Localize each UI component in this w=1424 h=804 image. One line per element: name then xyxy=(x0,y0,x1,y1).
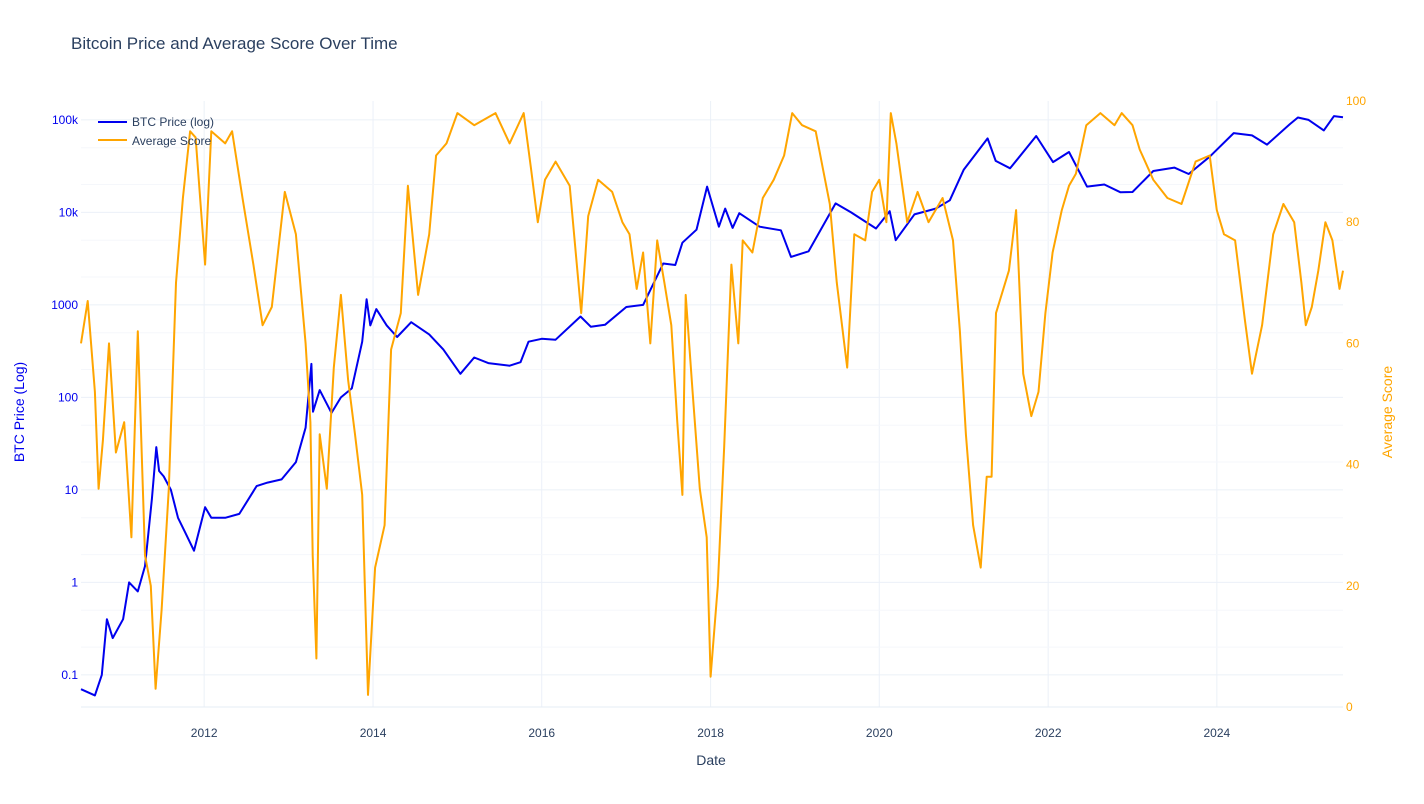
x-axis-title: Date xyxy=(696,752,726,768)
y-right-tick-label: 40 xyxy=(1346,458,1360,472)
x-tick-label: 2014 xyxy=(360,726,387,740)
y-right-tick-label: 100 xyxy=(1346,94,1366,108)
chart-title: Bitcoin Price and Average Score Over Tim… xyxy=(71,34,398,53)
series-line-btc-price xyxy=(80,115,1344,697)
x-tick-label: 2016 xyxy=(528,726,555,740)
y-left-tick-label: 100 xyxy=(58,390,78,404)
x-tick-label: 2020 xyxy=(866,726,893,740)
y-right-tick-label: 20 xyxy=(1346,579,1360,593)
y-left-tick-label: 1000 xyxy=(51,298,78,312)
legend[interactable]: BTC Price (log) Average Score xyxy=(98,115,214,148)
legend-label-btc: BTC Price (log) xyxy=(132,115,214,129)
y-left-tick-label: 100k xyxy=(52,113,79,127)
y-left-tick-label: 10 xyxy=(65,483,79,497)
series-layer xyxy=(80,112,1344,697)
y-right-tick-label: 60 xyxy=(1346,336,1360,350)
y-right-axis-title: Average Score xyxy=(1379,366,1395,459)
x-tick-label: 2012 xyxy=(191,726,218,740)
x-tick-label: 2024 xyxy=(1203,726,1230,740)
gridlines xyxy=(81,101,1343,708)
tick-labels: 2012 2014 2016 2018 2020 2022 2024 0.1 1 10 100 100… xyxy=(51,94,1366,740)
x-tick-label: 2022 xyxy=(1035,726,1062,740)
y-left-tick-label: 1 xyxy=(71,575,78,589)
legend-label-score: Average Score xyxy=(132,134,211,148)
y-right-tick-label: 0 xyxy=(1346,700,1353,714)
y-right-tick-label: 80 xyxy=(1346,215,1360,229)
y-left-tick-label: 10k xyxy=(59,205,79,219)
x-tick-label: 2018 xyxy=(697,726,724,740)
series-line-average-score xyxy=(80,112,1344,696)
y-left-tick-label: 0.1 xyxy=(61,668,78,682)
y-left-axis-title: BTC Price (Log) xyxy=(11,362,27,462)
